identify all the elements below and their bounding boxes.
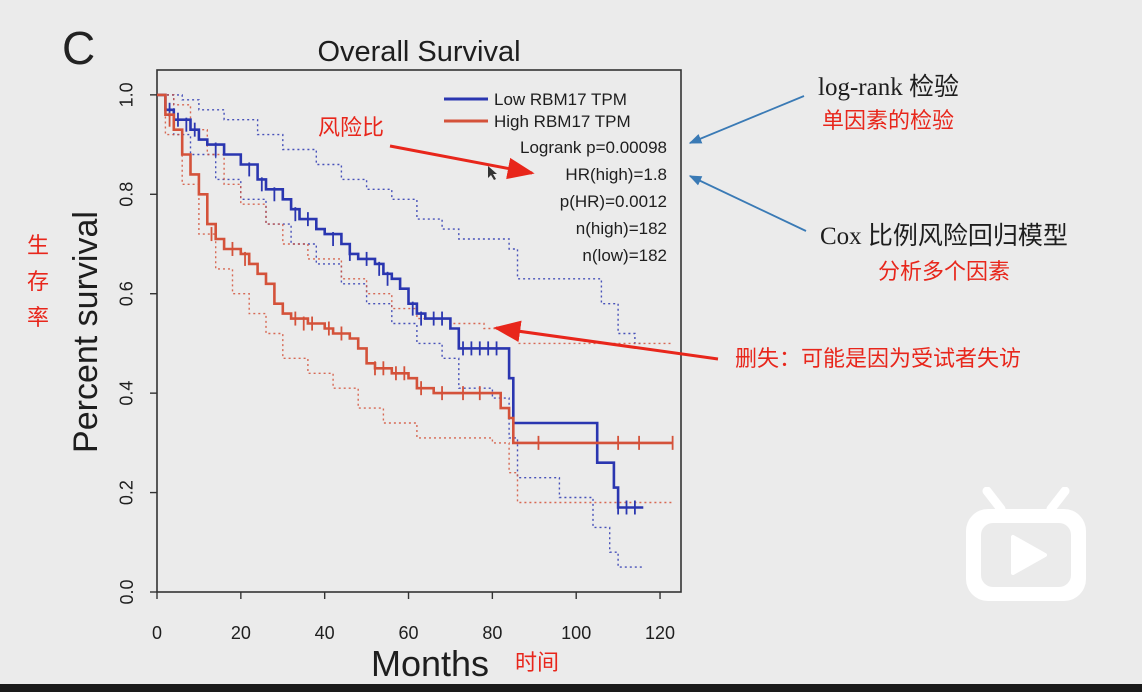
- x-tick-label: 40: [315, 623, 335, 643]
- y-tick-label: 0.0: [117, 579, 137, 604]
- stat-hazard-ratio: HR(high)=1.8: [565, 165, 667, 184]
- legend-label-low: Low RBM17 TPM: [494, 90, 627, 109]
- cursor-icon: [488, 166, 497, 180]
- ci-upper-high: [157, 94, 673, 345]
- x-tick-label: 0: [152, 623, 162, 643]
- arrow-cox: [688, 175, 807, 232]
- annotation-x-axis-note: 时间: [515, 651, 559, 676]
- y-axis-note-char: 率: [27, 306, 49, 331]
- x-axis: 0 20 40 60 80 100 120: [152, 592, 675, 643]
- x-tick-label: 120: [645, 623, 675, 643]
- y-tick-label: 0.8: [117, 182, 137, 207]
- y-axis-note-char: 存: [27, 270, 49, 295]
- legend: Low RBM17 TPM High RBM17 TPM: [444, 90, 631, 131]
- annotation-logrank-title: log-rank 检验: [818, 73, 959, 101]
- bottom-bar: [0, 684, 1142, 692]
- stat-n-high: n(high)=182: [576, 219, 667, 238]
- x-tick-label: 20: [231, 623, 251, 643]
- stats-block: Logrank p=0.00098 HR(high)=1.8 p(HR)=0.0…: [520, 138, 667, 265]
- y-tick-label: 0.2: [117, 480, 137, 505]
- stat-n-low: n(low)=182: [582, 246, 667, 265]
- bilibili-tv-play-icon[interactable]: [963, 487, 1089, 603]
- annotation-y-axis-note: 生 存 率: [27, 234, 49, 331]
- annotation-hazard-ratio: 风险比: [318, 116, 384, 141]
- y-tick-label: 0.4: [117, 381, 137, 406]
- annotation-cox-title: Cox 比例风险回归模型: [820, 222, 1068, 250]
- y-tick-label: 0.6: [117, 281, 137, 306]
- stat-p-hr: p(HR)=0.0012: [560, 192, 667, 211]
- y-axis: 0.0 0.2 0.4 0.6 0.8 1.0: [117, 82, 157, 605]
- censor-marks: [168, 102, 674, 515]
- arrow-censor: [493, 320, 719, 361]
- panel-label: C: [62, 22, 95, 74]
- ci-lower-low: [157, 94, 644, 568]
- x-axis-title: Months: [371, 643, 489, 684]
- legend-label-high: High RBM17 TPM: [494, 112, 631, 131]
- x-tick-label: 80: [482, 623, 502, 643]
- annotation-censor: 删失：可能是因为受试者失访: [735, 347, 1021, 372]
- confidence-bands: [157, 94, 673, 568]
- stat-logrank-p: Logrank p=0.00098: [520, 138, 667, 157]
- y-axis-title: Percent survival: [67, 211, 105, 453]
- annotation-cox-desc: 分析多个因素: [878, 260, 1010, 285]
- y-axis-note-char: 生: [27, 234, 49, 259]
- chart-title: Overall Survival: [317, 36, 520, 68]
- annotation-logrank-desc: 单因素的检验: [822, 109, 954, 134]
- arrow-logrank: [688, 95, 805, 144]
- x-tick-label: 60: [399, 623, 419, 643]
- plot-frame: [156, 69, 682, 593]
- ci-lower-high: [157, 94, 673, 504]
- ci-upper-low: [157, 94, 644, 345]
- x-tick-label: 100: [561, 623, 591, 643]
- survival-curve-high: [157, 93, 673, 445]
- arrow-hazard-ratio: [389, 144, 535, 180]
- y-tick-label: 1.0: [117, 82, 137, 107]
